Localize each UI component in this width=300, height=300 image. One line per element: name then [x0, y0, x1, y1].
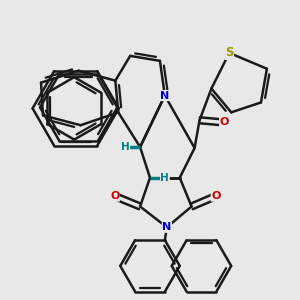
- Text: O: O: [211, 191, 221, 201]
- Text: H: H: [121, 142, 130, 152]
- Text: N: N: [162, 222, 172, 232]
- Text: O: O: [220, 117, 229, 127]
- Text: H: H: [160, 173, 169, 183]
- Text: O: O: [110, 191, 119, 201]
- Text: S: S: [225, 46, 233, 59]
- Text: N: N: [160, 91, 170, 100]
